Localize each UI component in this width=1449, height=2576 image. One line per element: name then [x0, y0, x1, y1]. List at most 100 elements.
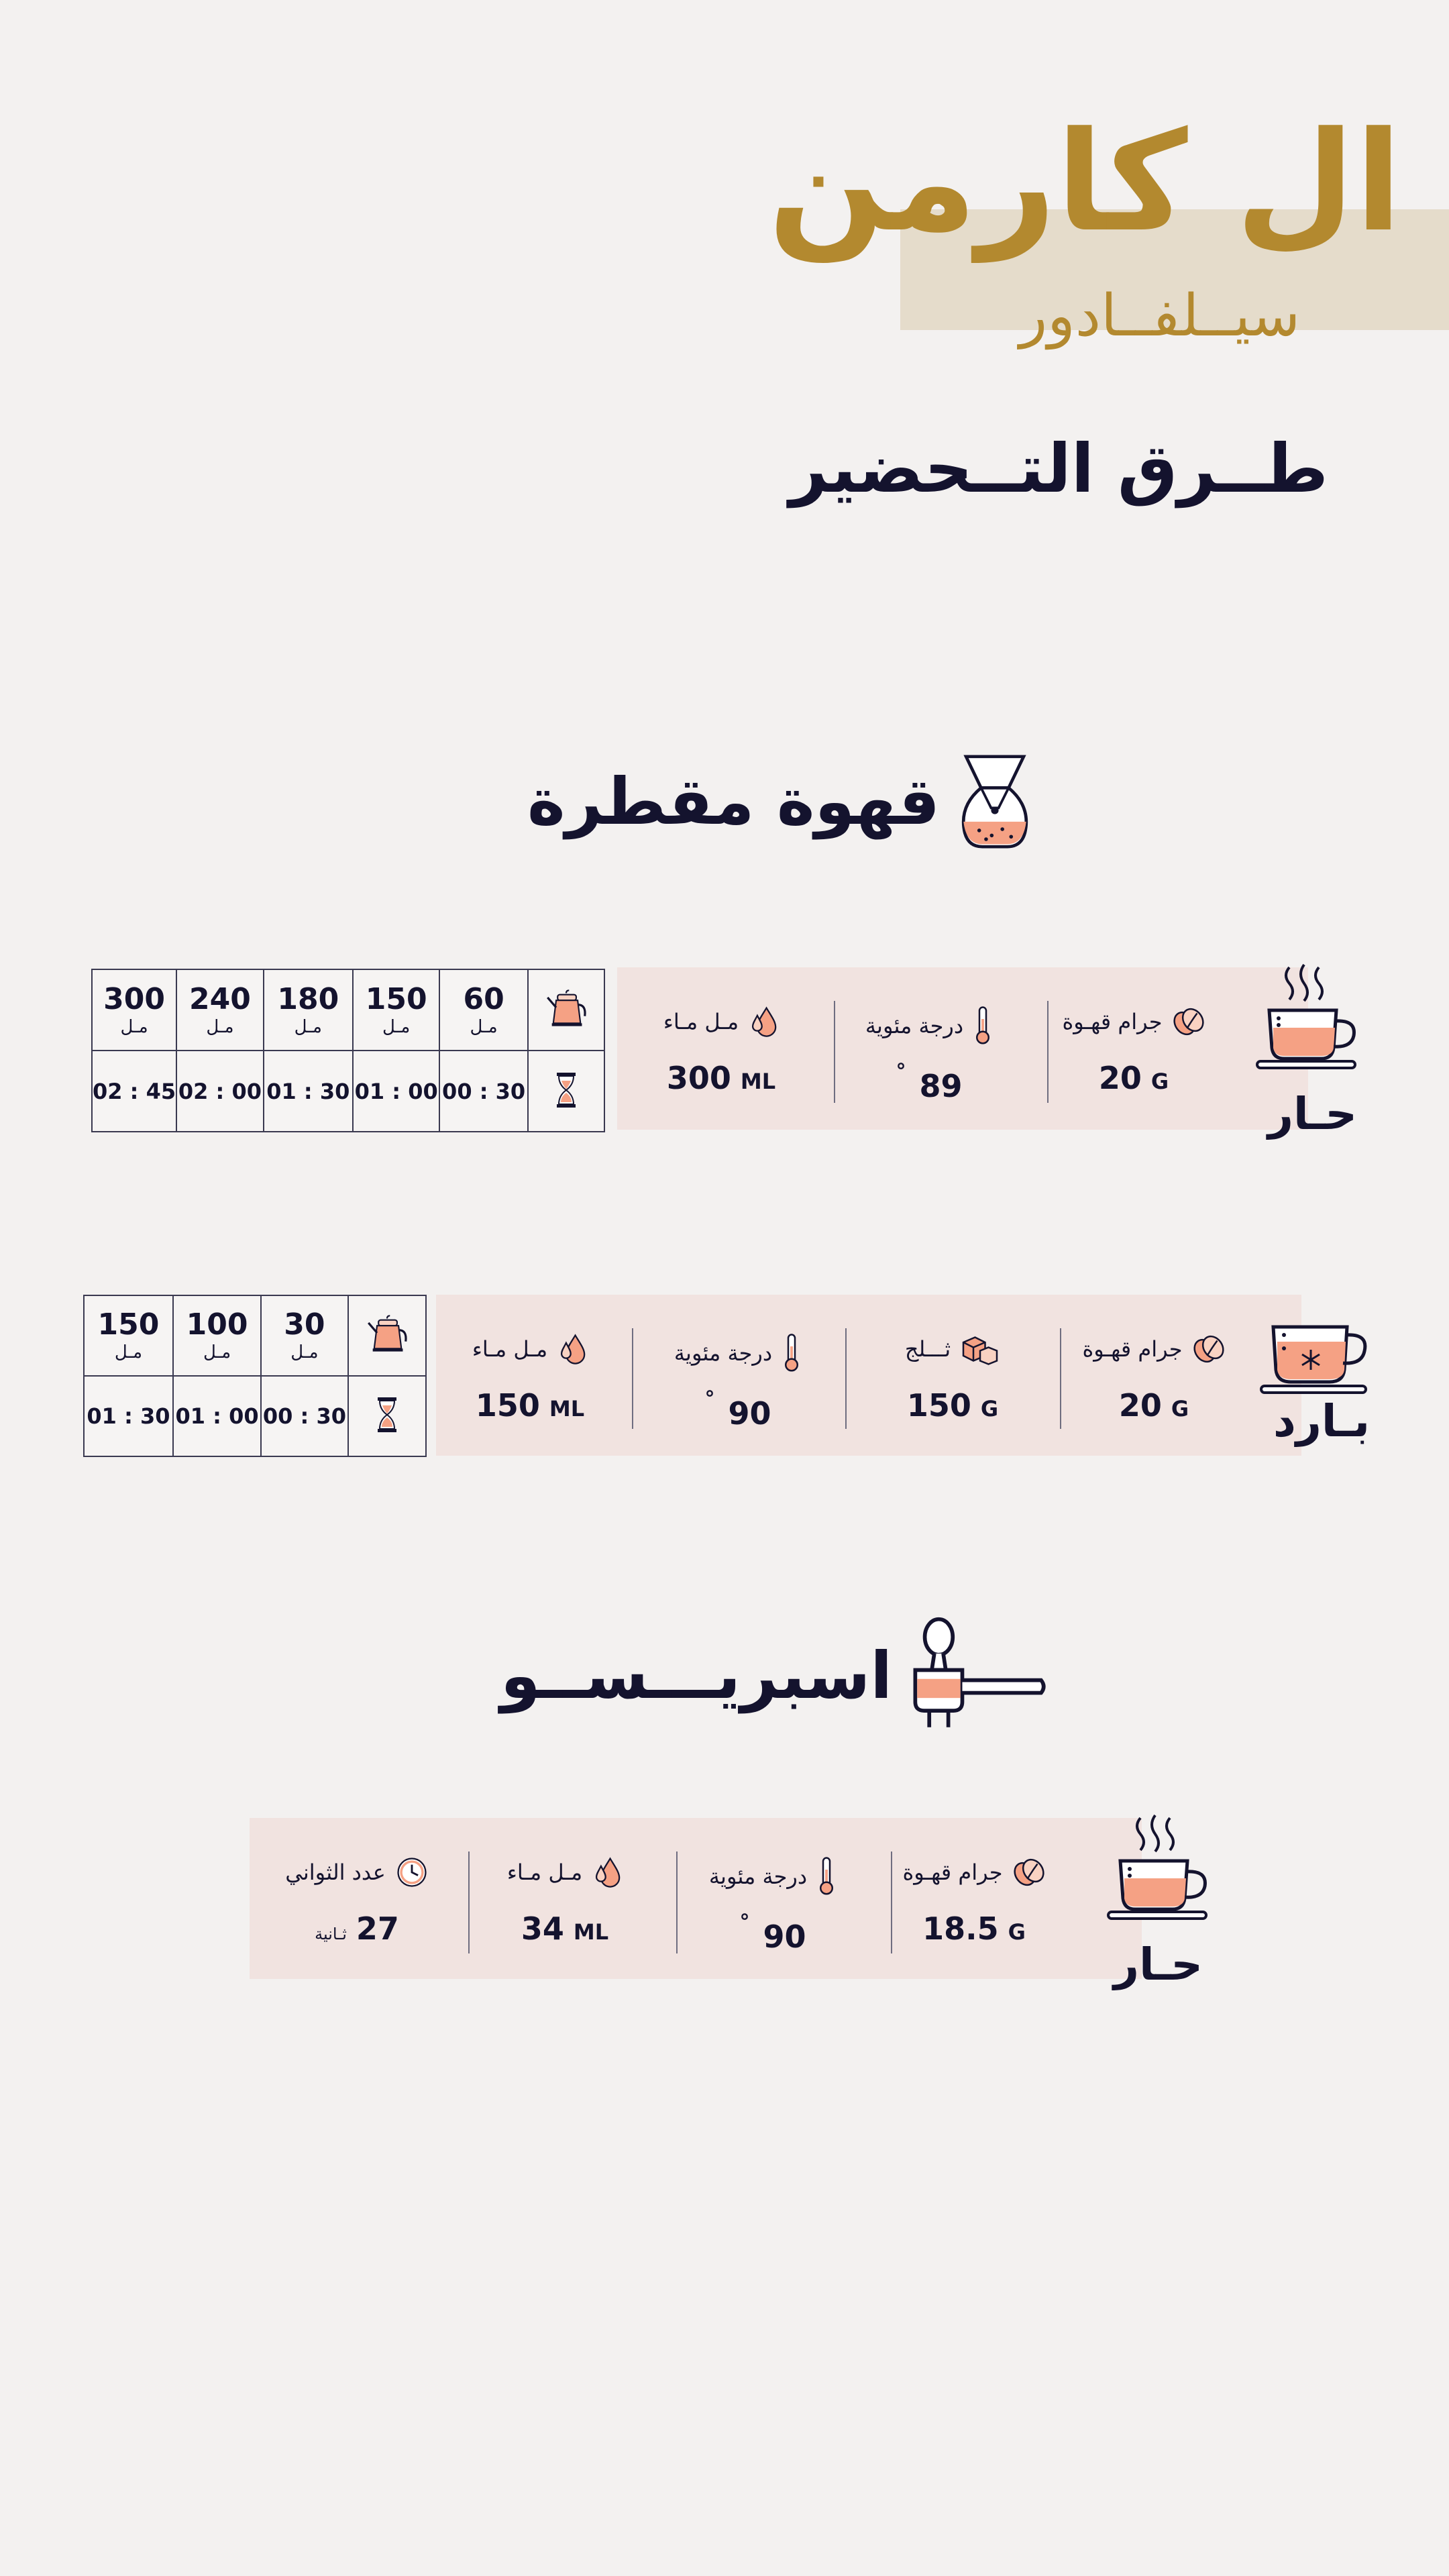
brand-band [900, 209, 1449, 330]
drip-cold-pour-table: 150 مـل 100 مـل 30 مـل 01 : 30 01 : 00 00 :… [83, 1295, 427, 1457]
cold-cup-icon [1257, 1320, 1371, 1401]
pour-time: 01 : 30 [83, 1375, 174, 1457]
temp-label: درجة مئوية [708, 1864, 808, 1889]
seconds-value: 27 [356, 1911, 399, 1947]
drip-hot-pour-table: 300 مـل 240 مـل 180 مـل 150 مـل 60 مـل 02 : 4… [91, 969, 606, 1132]
pour-unit: مـل [290, 1342, 319, 1362]
thermometer-icon [816, 1856, 837, 1897]
espresso-temp-stat: درجة مئوية ° 90 [692, 1856, 853, 1955]
brand-subtitle: سيــلفــادور [1019, 282, 1300, 350]
pour-time: 00 : 30 [439, 1050, 529, 1132]
ice-cubes-icon [960, 1332, 1000, 1366]
coffee-label: جرام قهـوة [1062, 1009, 1163, 1034]
drip-hot-temp-stat: درجة مئوية ° 89 [849, 1005, 1010, 1104]
espresso-hot-label: حـار [1114, 1939, 1203, 1990]
water-drop-icon [592, 1856, 623, 1889]
hourglass-icon [374, 1395, 400, 1435]
pour-unit: مـل [382, 1016, 411, 1037]
water-value: 34 [521, 1911, 564, 1947]
divider [1060, 1328, 1061, 1429]
water-label: مـل مـاء [472, 1336, 548, 1362]
seconds-unit: ثـانية [315, 1925, 347, 1943]
pour-ml: 150 [97, 1307, 160, 1342]
divider [676, 1851, 678, 1953]
drip-cold-label: بـارد [1273, 1395, 1370, 1447]
chemex-icon [957, 751, 1032, 852]
pour-ml: 180 [277, 981, 339, 1016]
divider [1047, 1001, 1049, 1103]
thermometer-icon [782, 1332, 802, 1374]
kettle-icon [545, 987, 588, 1030]
coffee-value: 18.5 [922, 1911, 999, 1947]
pour-ml: 100 [186, 1307, 248, 1342]
coffee-bean-icon [1172, 1005, 1205, 1038]
pour-cell: 60 مـل [439, 969, 529, 1051]
coffee-value: 20 [1118, 1387, 1162, 1424]
pour-cell: 100 مـل [172, 1295, 262, 1377]
pour-unit: مـل [114, 1342, 143, 1362]
ice-label: ثـــلج [904, 1336, 951, 1362]
pour-ml: 60 [463, 981, 504, 1016]
hot-cup-icon [1249, 961, 1363, 1081]
espresso-seconds-stat: عدد الثواني 27 ثـانية [270, 1856, 444, 1947]
water-drop-icon [748, 1005, 779, 1038]
coffee-label: جرام قهـوة [902, 1860, 1003, 1885]
espresso-coffee-stat: جرام قهـوة 18.5 G [887, 1856, 1061, 1947]
hourglass-icon [553, 1070, 580, 1110]
kettle-icon [366, 1313, 409, 1356]
temp-value: 89 [919, 1068, 963, 1104]
brand-title: ال كارمن [767, 103, 1402, 262]
water-value: 300 [666, 1060, 731, 1096]
pour-time: 00 : 30 [260, 1375, 349, 1457]
pour-cell: 180 مـل [262, 969, 354, 1051]
drip-cold-water-stat: مـل مـاء 150 ML [449, 1332, 610, 1424]
pour-unit: مـل [470, 1016, 498, 1037]
portafilter-icon [910, 1615, 1051, 1736]
pour-unit: مـل [294, 1016, 322, 1037]
hot-cup-icon [1100, 1811, 1214, 1932]
water-unit: ML [573, 1919, 609, 1945]
pour-ml: 150 [365, 981, 427, 1016]
ice-unit: G [980, 1396, 999, 1421]
degree-unit: ° [896, 1060, 906, 1083]
water-unit: ML [549, 1396, 585, 1421]
water-value: 150 [475, 1387, 540, 1424]
page-title: طــرق التــحضير [789, 429, 1328, 508]
pour-unit: مـل [206, 1016, 234, 1037]
water-label: مـل مـاء [506, 1860, 583, 1885]
pour-cell: 300 مـل [91, 969, 178, 1051]
divider [845, 1328, 847, 1429]
water-unit: ML [740, 1069, 776, 1094]
coffee-unit: G [1171, 1396, 1189, 1421]
coffee-bean-icon [1012, 1856, 1046, 1889]
coffee-unit: G [1008, 1919, 1026, 1945]
water-drop-icon [557, 1332, 588, 1366]
kettle-cell [527, 969, 606, 1051]
drip-cold-panel: جرام قهـوة 20 G ثـــلج 150 G درجة مئوية ° 9… [436, 1295, 1301, 1456]
kettle-cell [347, 1295, 427, 1377]
coffee-unit: G [1150, 1069, 1169, 1094]
pour-cell: 30 مـل [260, 1295, 349, 1377]
hourglass-cell [527, 1050, 606, 1132]
drip-hot-panel: جرام قهـوة 20 G درجة مئوية ° 89 مـل مـاء 3… [617, 967, 1308, 1130]
drip-cold-ice-stat: ثـــلج 150 G [872, 1332, 1033, 1424]
drip-heading: قهوة مقطرة [527, 751, 1032, 852]
coffee-label: جرام قهـوة [1082, 1336, 1183, 1362]
divider [891, 1851, 892, 1953]
temp-label: درجة مئوية [674, 1340, 773, 1366]
divider [834, 1001, 835, 1103]
degree-unit: ° [704, 1387, 715, 1411]
pour-ml: 300 [103, 981, 165, 1016]
drip-cold-coffee-stat: جرام قهـوة 20 G [1073, 1332, 1234, 1424]
water-label: مـل مـاء [663, 1009, 739, 1034]
pour-cell: 150 مـل [83, 1295, 174, 1377]
drip-cold-temp-stat: درجة مئوية ° 90 [657, 1332, 818, 1432]
ice-value: 150 [906, 1387, 971, 1424]
pour-time: 01 : 30 [262, 1050, 354, 1132]
pour-time: 01 : 00 [352, 1050, 441, 1132]
seconds-label: عدد الثواني [285, 1860, 386, 1885]
temp-label: درجة مئوية [865, 1013, 964, 1038]
divider [632, 1328, 633, 1429]
drip-heading-text: قهوة مقطرة [527, 764, 940, 839]
espresso-heading-text: اسبريـــســو [500, 1638, 893, 1713]
